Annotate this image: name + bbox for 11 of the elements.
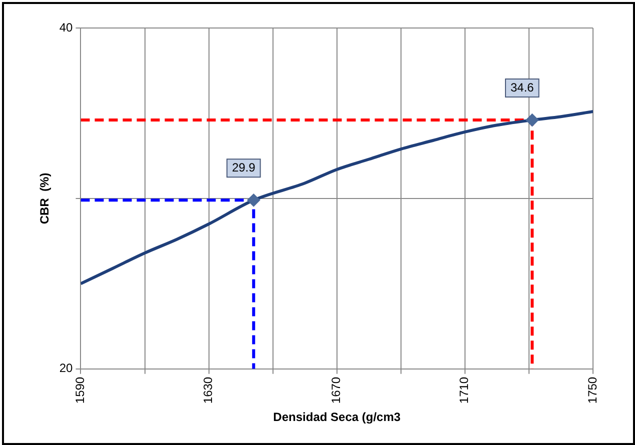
annotation: 34.6 — [510, 80, 534, 94]
x-tick-label: 1710 — [457, 376, 472, 404]
x-tick-label: 1750 — [585, 376, 600, 404]
x-tick-label: 1630 — [201, 376, 216, 404]
annotation: 29.9 — [232, 160, 256, 174]
x-axis-title: Densidad Seca (g/cm3 — [273, 410, 401, 424]
x-tick-label: 1590 — [73, 376, 88, 404]
y-tick-label: 20 — [59, 361, 74, 376]
y-tick-label: 40 — [59, 20, 74, 34]
y-axis-title: CBR (%) — [38, 172, 52, 224]
x-tick-label: 1670 — [329, 376, 344, 404]
